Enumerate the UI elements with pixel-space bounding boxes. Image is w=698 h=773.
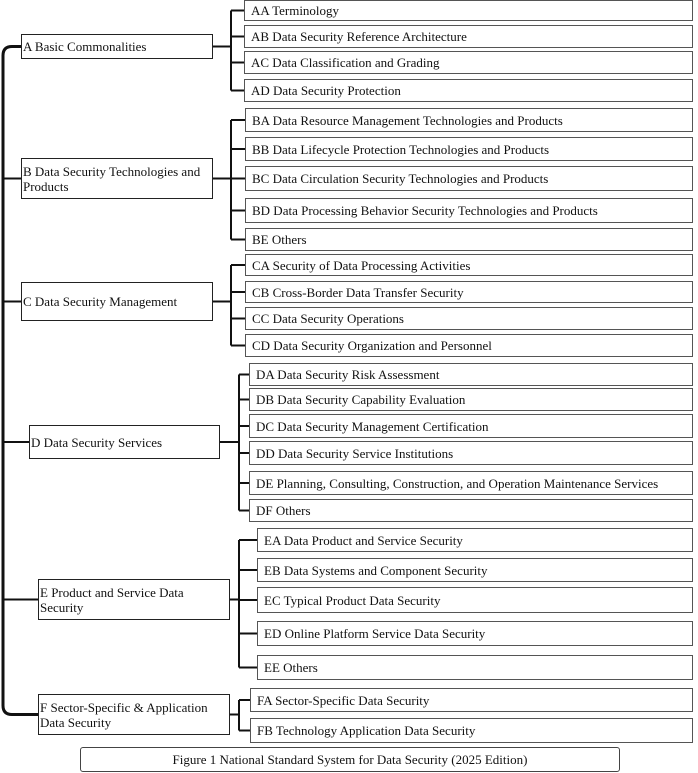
bracket-line bbox=[213, 265, 232, 346]
subcategory-box: CA Security of Data Processing Activitie… bbox=[245, 254, 693, 276]
subcategory-box: AB Data Security Reference Architecture bbox=[244, 25, 693, 48]
subcategory-box: DD Data Security Service Institutions bbox=[249, 441, 693, 465]
bracket-line bbox=[213, 10, 232, 91]
subcategory-box: EA Data Product and Service Security bbox=[257, 528, 693, 552]
subcategory-box: ED Online Platform Service Data Security bbox=[257, 621, 693, 646]
subcategory-box: DE Planning, Consulting, Construction, a… bbox=[249, 471, 693, 495]
subcategory-box: DA Data Security Risk Assessment bbox=[249, 363, 693, 386]
subcategory-box: EC Typical Product Data Security bbox=[257, 587, 693, 613]
subcategory-box: CB Cross-Border Data Transfer Security bbox=[245, 281, 693, 303]
bracket-line bbox=[230, 540, 240, 668]
subcategory-box: FA Sector-Specific Data Security bbox=[250, 688, 693, 712]
subcategory-box: EB Data Systems and Component Security bbox=[257, 558, 693, 582]
subcategory-box: EE Others bbox=[257, 655, 693, 680]
category-box-d: D Data Security Services bbox=[29, 425, 220, 459]
subcategory-box: DB Data Security Capability Evaluation bbox=[249, 388, 693, 411]
category-box-b: B Data Security Technologies and Product… bbox=[21, 158, 213, 199]
subcategory-box: BC Data Circulation Security Technologie… bbox=[245, 166, 693, 191]
subcategory-box: CD Data Security Organization and Person… bbox=[245, 334, 693, 357]
subcategory-box: AC Data Classification and Grading bbox=[244, 51, 693, 74]
figure-caption: Figure 1 National Standard System for Da… bbox=[80, 747, 620, 772]
bracket-line bbox=[220, 374, 240, 511]
subcategory-box: DC Data Security Management Certificatio… bbox=[249, 414, 693, 438]
bracket-line bbox=[213, 120, 232, 240]
main-trunk-line bbox=[1, 45, 38, 716]
category-box-a: A Basic Commonalities bbox=[21, 34, 213, 59]
category-box-c: C Data Security Management bbox=[21, 282, 213, 321]
category-box-f: F Sector-Specific & Application Data Sec… bbox=[38, 694, 230, 735]
subcategory-box: CC Data Security Operations bbox=[245, 307, 693, 330]
bracket-line bbox=[230, 700, 240, 731]
subcategory-box: FB Technology Application Data Security bbox=[250, 718, 693, 743]
subcategory-box: BB Data Lifecycle Protection Technologie… bbox=[245, 137, 693, 161]
subcategory-box: AD Data Security Protection bbox=[244, 79, 693, 102]
category-box-e: E Product and Service Data Security bbox=[38, 579, 230, 620]
subcategory-box: BE Others bbox=[245, 228, 693, 251]
subcategory-box: AA Terminology bbox=[244, 0, 693, 21]
subcategory-box: DF Others bbox=[249, 499, 693, 522]
subcategory-box: BD Data Processing Behavior Security Tec… bbox=[245, 198, 693, 223]
subcategory-box: BA Data Resource Management Technologies… bbox=[245, 108, 693, 132]
